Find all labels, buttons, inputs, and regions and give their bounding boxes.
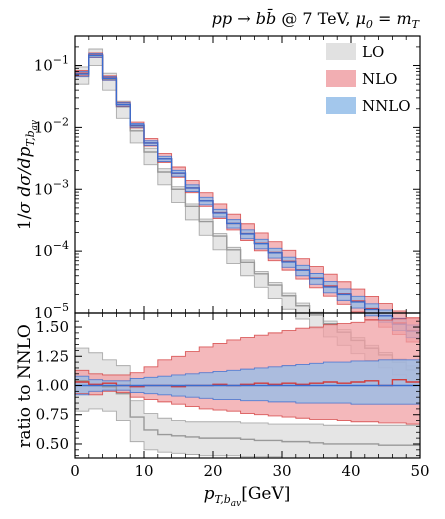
chart-title: pp → bb̄ @ 7 TeV, μ0 = mT [212, 7, 421, 31]
main-y-tick-label: 10−5 [34, 301, 69, 322]
ratio-y-axis-title: ratio to NNLO [15, 324, 35, 448]
main-y-tick-label: 10−4 [34, 239, 69, 260]
main-y-tick-label: 10−2 [34, 115, 69, 136]
main-y-tick-label: 10−3 [34, 177, 69, 198]
nnlo-band-low-edge-ratio [75, 389, 420, 405]
svg-text:pp → bb̄ @ 7 TeV, μ0 = mT: pp → bb̄ @ 7 TeV, μ0 = mT [212, 7, 421, 31]
nlo-band-high-edge-ratio [75, 317, 420, 376]
ratio-panel: 0.50 0.75 1.00 1.25 1.50 [36, 312, 421, 459]
x-tick-label: 50 [410, 462, 429, 480]
ratio-y-tick-label: 1.25 [36, 347, 69, 365]
x-tick-label: 30 [272, 462, 291, 480]
nlo-band-high-edge-main [75, 52, 420, 319]
ratio-y-tick-label: 1.00 [36, 377, 69, 395]
main-y-tick-label: 10−1 [34, 54, 69, 75]
x-tick-label: 40 [341, 462, 360, 480]
lo-legend-label: LO [362, 43, 384, 61]
svg-text:1/σ dσ/dpT,bav: 1/σ dσ/dpT,bav [15, 120, 40, 230]
lo-band-main [75, 48, 420, 382]
nlo-legend-label: NLO [362, 70, 397, 88]
nlo-band-low-edge-ratio [75, 390, 420, 425]
lo-legend-swatch [326, 43, 356, 60]
x-tick-label: 10 [134, 462, 153, 480]
main-y-axis-title: 1/σ dσ/dpT,bav [15, 120, 40, 230]
nlo-band-low-edge-main [75, 57, 420, 343]
nnlo-band-low-edge-main [75, 56, 420, 339]
nnlo-line-main [75, 54, 420, 332]
ratio-y-tick-label: 0.75 [36, 406, 69, 424]
nnlo-band-ratio [75, 359, 420, 405]
ratio-y-tick-label: 1.50 [36, 318, 69, 336]
ratio-y-tick-label: 0.50 [36, 435, 69, 453]
nlo-legend-swatch [326, 70, 356, 87]
nnlo-legend-swatch [326, 97, 356, 114]
x-axis-title: pT,bav[GeV] [204, 484, 291, 509]
svg-text:ratio to NNLO: ratio to NNLO [15, 324, 35, 448]
svg-text:pT,bav[GeV]: pT,bav[GeV] [204, 484, 291, 509]
nnlo-band-high-edge-ratio [75, 359, 420, 382]
chart-legend: LO NLO NNLO [326, 43, 411, 115]
nnlo-legend-label: NNLO [362, 97, 411, 115]
lo-band-ratio [75, 348, 420, 458]
x-tick-label: 20 [203, 462, 222, 480]
nnlo-band-high-edge-main [75, 53, 420, 326]
lo-line-ratio [75, 380, 420, 446]
x-tick-label: 0 [70, 462, 80, 480]
lo-band-high-edge-ratio [75, 347, 420, 426]
nlo-line-ratio [75, 378, 420, 388]
